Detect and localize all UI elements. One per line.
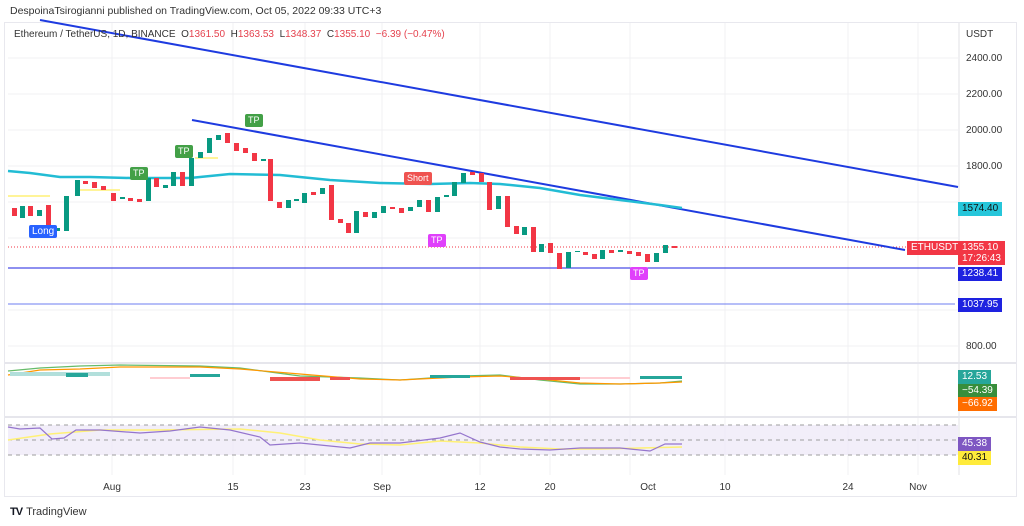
currency-label: USDT [966,29,994,40]
time-label: Aug [103,482,121,493]
rsi-ma-tag: 40.31 [958,451,992,465]
price-tick: 2000.00 [966,125,1003,136]
tp-marker: TP [175,145,193,158]
time-label: 15 [227,482,239,493]
bar-countdown: 17:26:43 [962,253,1001,264]
tradingview-logo[interactable]: TV TradingView [10,506,87,518]
macd-signal-tag: −66.92 [958,397,997,411]
tradingview-logo-icon: TV [10,506,23,518]
publisher-line: DespoinaTsirogianni published on Trading… [10,5,382,17]
change-value: −6.39 (−0.47%) [375,29,445,40]
open-value: 1361.50 [188,29,226,40]
symbol-info: Ethereum / TetherUS, 1D, BINANCE O1361.5… [14,29,445,40]
high-value: 1363.53 [237,29,274,40]
long-marker: Long [29,225,58,238]
low-value: 1348.37 [285,29,322,40]
price-tick: 2400.00 [966,53,1003,64]
support-tag-2: 1037.95 [958,298,1003,312]
time-label: Sep [373,482,391,493]
tradingview-brand: TradingView [26,506,87,518]
candles [12,133,677,269]
price-tick: 800.00 [966,341,997,352]
rsi-tag: 45.38 [958,437,992,451]
symbol-tag: ETHUSDT [907,241,963,255]
close-value: 1355.10 [334,29,371,40]
ma-price-tag: 1574.40 [958,202,1003,216]
macd-line-tag: −54.39 [958,384,997,398]
tp-marker: TP [428,234,446,247]
tp-marker: TP [130,167,148,180]
macd-pane [7,364,683,385]
time-label: Oct [640,482,656,493]
chart-frame[interactable] [4,22,1017,497]
time-label: 12 [474,482,486,493]
time-label: 20 [544,482,556,493]
short-marker: Short [404,172,432,185]
time-label: 10 [719,482,731,493]
symbol-name: Ethereum / TetherUS, 1D, BINANCE [14,29,176,40]
macd-histogram-tag: 12.53 [958,370,992,384]
tp-marker: TP [245,114,263,127]
time-label: 23 [299,482,311,493]
support-tag-1: 1238.41 [958,267,1003,281]
price-tick: 1800.00 [966,161,1003,172]
tp-marker: TP [630,267,648,280]
last-price-tag: 1355.10 17:26:43 [958,241,1005,265]
time-label: Nov [909,482,927,493]
price-tick: 2200.00 [966,89,1003,100]
last-price: 1355.10 [962,242,999,253]
time-label: 24 [842,482,854,493]
rsi-pane [7,424,958,456]
